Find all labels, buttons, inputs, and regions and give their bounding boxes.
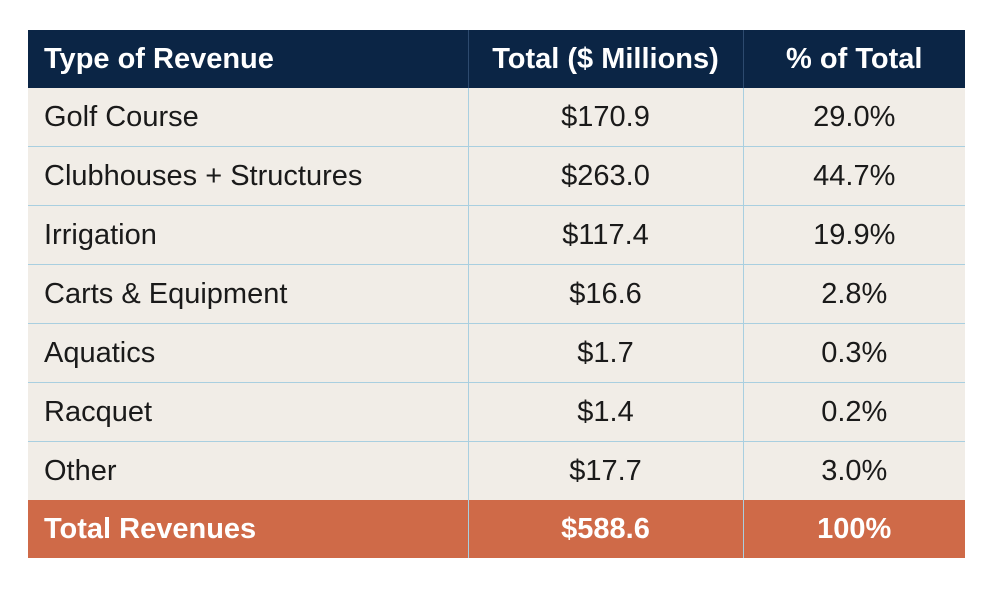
header-row: Type of Revenue Total ($ Millions) % of … — [28, 30, 965, 88]
revenue-total-cell: $17.7 — [468, 441, 744, 500]
revenue-percent-cell: 29.0% — [743, 88, 965, 147]
total-percent-cell: 100% — [743, 500, 965, 558]
table-row: Racquet $1.4 0.2% — [28, 382, 965, 442]
revenue-percent-cell: 44.7% — [743, 146, 965, 206]
total-row: Total Revenues $588.6 100% — [28, 500, 965, 558]
table-row: Aquatics $1.7 0.3% — [28, 323, 965, 383]
revenue-total-cell: $170.9 — [468, 88, 744, 147]
revenue-percent-cell: 0.2% — [743, 382, 965, 442]
revenue-type-cell: Clubhouses + Structures — [28, 146, 469, 206]
revenue-total-cell: $1.4 — [468, 382, 744, 442]
revenue-percent-cell: 3.0% — [743, 441, 965, 500]
table-row: Irrigation $117.4 19.9% — [28, 205, 965, 265]
header-type-of-revenue: Type of Revenue — [28, 30, 469, 88]
revenue-type-cell: Irrigation — [28, 205, 469, 265]
revenue-percent-cell: 0.3% — [743, 323, 965, 383]
revenue-type-cell: Golf Course — [28, 88, 469, 147]
header-percent-of-total: % of Total — [743, 30, 965, 88]
total-amount-cell: $588.6 — [468, 500, 744, 558]
table-row: Golf Course $170.9 29.0% — [28, 88, 965, 147]
revenue-total-cell: $263.0 — [468, 146, 744, 206]
revenue-type-cell: Racquet — [28, 382, 469, 442]
revenue-type-cell: Carts & Equipment — [28, 264, 469, 324]
revenue-type-cell: Aquatics — [28, 323, 469, 383]
revenue-type-cell: Other — [28, 441, 469, 500]
table-row: Carts & Equipment $16.6 2.8% — [28, 264, 965, 324]
table-row: Other $17.7 3.0% — [28, 441, 965, 500]
header-total-millions: Total ($ Millions) — [468, 30, 744, 88]
total-label-cell: Total Revenues — [28, 500, 469, 558]
revenue-total-cell: $117.4 — [468, 205, 744, 265]
revenue-percent-cell: 2.8% — [743, 264, 965, 324]
revenue-percent-cell: 19.9% — [743, 205, 965, 265]
table-row: Clubhouses + Structures $263.0 44.7% — [28, 146, 965, 206]
revenue-total-cell: $1.7 — [468, 323, 744, 383]
revenue-table: Type of Revenue Total ($ Millions) % of … — [28, 30, 965, 558]
revenue-total-cell: $16.6 — [468, 264, 744, 324]
